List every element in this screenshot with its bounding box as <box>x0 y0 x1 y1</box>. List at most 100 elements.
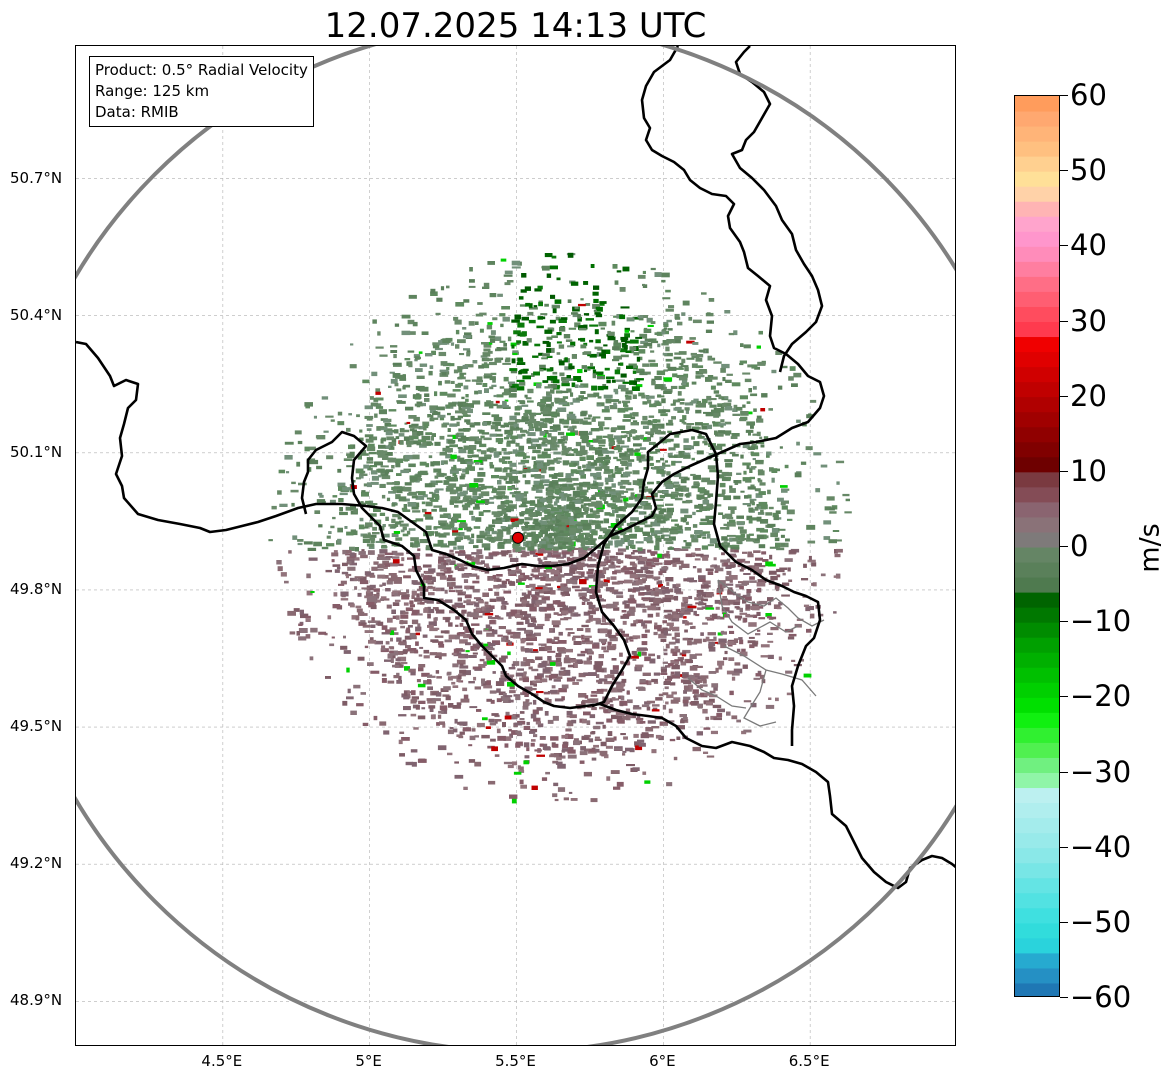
colorbar-segment <box>1015 441 1059 458</box>
colorbar-segment <box>1015 832 1059 849</box>
colorbar-segment <box>1015 667 1059 683</box>
colorbar-segment <box>1015 96 1059 112</box>
colorbar-segment <box>1015 787 1059 804</box>
colorbar-segment <box>1015 321 1059 338</box>
colorbar-segment <box>1015 757 1059 773</box>
colorbar-segment <box>1015 111 1059 127</box>
lon-label: 4.5°E <box>201 1052 243 1070</box>
colorbar-tick <box>1060 170 1068 172</box>
colorbar-segment <box>1015 141 1059 157</box>
colorbar-tick-label: 50 <box>1070 153 1107 188</box>
colorbar-segment <box>1015 246 1059 262</box>
colorbar-tick-label: 20 <box>1070 378 1107 413</box>
colorbar-segment <box>1015 652 1059 668</box>
lat-label: 50.1°N <box>10 442 63 461</box>
colorbar-tick-label: 40 <box>1070 228 1107 263</box>
lat-label: 49.8°N <box>10 579 63 598</box>
belgium-border <box>76 46 826 572</box>
colorbar-segment <box>1015 562 1059 578</box>
colorbar-segment <box>1015 501 1059 518</box>
colorbar-segment <box>1015 411 1059 428</box>
colorbar-tick-label: −30 <box>1070 754 1132 789</box>
radar-echoes <box>268 252 852 804</box>
colorbar-segment <box>1015 171 1059 187</box>
colorbar-tick-label: 0 <box>1070 529 1089 563</box>
colorbar-segment <box>1015 201 1059 217</box>
colorbar-segment <box>1015 471 1059 488</box>
colorbar-tick <box>1060 320 1068 322</box>
colorbar-segment <box>1015 742 1059 758</box>
colorbar-segment <box>1015 622 1059 638</box>
colorbar-unit-label: m/s <box>1134 523 1166 573</box>
colorbar-tick-label: 60 <box>1070 78 1107 112</box>
colorbar-segment <box>1015 577 1059 593</box>
colorbar-segment <box>1015 456 1059 473</box>
luxembourg-canton-borders <box>687 579 825 727</box>
colorbar-tick <box>1060 997 1068 998</box>
colorbar-tick <box>1060 696 1068 698</box>
lat-label: 50.7°N <box>10 168 63 187</box>
radar-site-marker[interactable] <box>511 531 524 544</box>
colorbar-tick-label: −10 <box>1070 604 1132 639</box>
colorbar-segment <box>1015 802 1059 819</box>
colorbar-segment <box>1015 922 1059 939</box>
colorbar-segment <box>1015 351 1059 368</box>
colorbar-segment <box>1015 952 1059 969</box>
map-title: 12.07.2025 14:13 UTC <box>324 6 707 46</box>
lon-label: 6.5°E <box>788 1052 830 1070</box>
colorbar-segment <box>1015 847 1059 864</box>
lat-label: 50.4°N <box>10 305 63 324</box>
colorbar-canvas <box>1015 96 1059 996</box>
colorbar-segment <box>1015 291 1059 307</box>
colorbar-segment <box>1015 877 1059 894</box>
colorbar-tick <box>1060 95 1068 96</box>
colorbar-segment <box>1015 531 1059 548</box>
lon-label: 5.5°E <box>495 1052 536 1070</box>
colorbar-segment <box>1015 637 1059 653</box>
colorbar-segment <box>1015 336 1059 353</box>
colorbar-segment <box>1015 396 1059 413</box>
colorbar-segment <box>1015 366 1059 383</box>
colorbar-segment <box>1015 516 1059 533</box>
lat-label: 48.9°N <box>10 991 63 1010</box>
colorbar-segment <box>1015 126 1059 142</box>
colorbar-segment <box>1015 306 1059 322</box>
colorbar-segment <box>1015 426 1059 443</box>
product-info-box: Product: 0.5° Radial Velocity Range: 125… <box>89 56 314 127</box>
colorbar-segment <box>1015 817 1059 834</box>
colorbar-segment <box>1015 682 1059 698</box>
colorbar-segment <box>1015 862 1059 879</box>
colorbar-segment <box>1015 276 1059 292</box>
colorbar-segment <box>1015 231 1059 247</box>
france-border <box>300 430 955 890</box>
colorbar-segment <box>1015 712 1059 728</box>
colorbar-segment <box>1015 727 1059 743</box>
colorbar-tick <box>1060 846 1068 848</box>
country-borders <box>76 46 955 890</box>
colorbar-tick <box>1060 546 1068 547</box>
colorbar-segment <box>1015 156 1059 172</box>
colorbar-segment <box>1015 937 1059 954</box>
colorbar-segment <box>1015 907 1059 924</box>
colorbar-tick <box>1060 245 1068 247</box>
colorbar-tick-label: −40 <box>1070 829 1132 864</box>
colorbar-segment <box>1015 486 1059 503</box>
colorbar-tick <box>1060 921 1068 923</box>
colorbar-tick <box>1060 470 1068 472</box>
data-source-line: Data: RMIB <box>95 103 179 121</box>
range-line: Range: 125 km <box>95 82 210 100</box>
lat-label: 49.2°N <box>10 854 63 873</box>
colorbar-segment <box>1015 381 1059 398</box>
lon-label: 5°E <box>355 1052 382 1070</box>
colorbar-segment <box>1015 697 1059 713</box>
colorbar-segment <box>1015 967 1059 984</box>
luxembourg-border <box>591 428 822 746</box>
colorbar-segment <box>1015 592 1059 608</box>
colorbar-segment <box>1015 216 1059 232</box>
colorbar-segment <box>1015 186 1059 202</box>
colorbar-segment <box>1015 547 1059 563</box>
colorbar-tick-label: −50 <box>1070 904 1132 939</box>
map-canvas <box>76 46 955 1045</box>
radar-map[interactable] <box>75 45 956 1046</box>
colorbar-tick <box>1060 395 1068 397</box>
